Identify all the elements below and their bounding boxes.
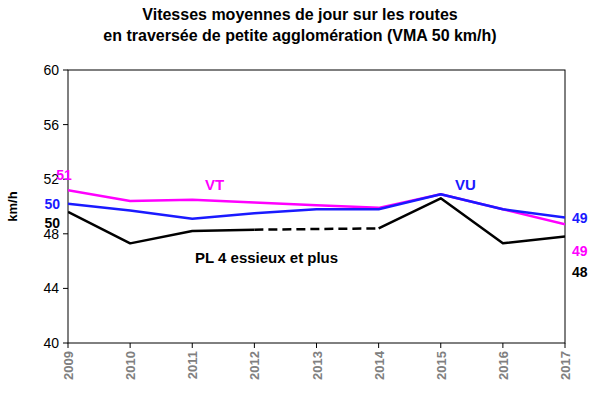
- x-tick-label: 2014: [372, 350, 387, 380]
- series-line: [68, 198, 565, 243]
- y-tick-label: 56: [43, 117, 59, 133]
- y-tick-label: 44: [43, 280, 59, 296]
- y-tick: [63, 70, 68, 71]
- x-tick-label: 2015: [434, 351, 449, 380]
- title-line: en traversée de petite agglomération (VM…: [103, 27, 496, 44]
- data-label: 50: [44, 196, 60, 212]
- series-name: VU: [455, 176, 476, 193]
- x-tick-label: 2013: [310, 351, 325, 380]
- x-tick: [565, 343, 566, 348]
- x-tick: [502, 343, 503, 348]
- data-label: 49: [572, 243, 588, 259]
- x-tick: [68, 343, 69, 348]
- title: Vitesses moyennes de jour sur les routes…: [103, 6, 496, 44]
- y-tick: [63, 233, 68, 234]
- data-label: 48: [572, 264, 588, 280]
- title-line: Vitesses moyennes de jour sur les routes: [142, 6, 457, 23]
- series-line: [68, 194, 565, 219]
- x-tick-label: 2017: [558, 351, 573, 380]
- data-label: 51: [56, 167, 72, 183]
- data-label: 49: [572, 210, 588, 226]
- plot-area: [68, 190, 565, 243]
- x-tick: [378, 343, 379, 348]
- plot-frame: [68, 70, 565, 343]
- x-tick-label: 2016: [496, 351, 511, 380]
- x-tick: [316, 343, 317, 348]
- chart: Vitesses moyennes de jour sur les routes…: [0, 0, 600, 400]
- data-label: 50: [44, 215, 60, 231]
- x-tick: [254, 343, 255, 348]
- series-line: [68, 190, 565, 224]
- y-tick: [63, 124, 68, 125]
- series-name: PL 4 essieux et plus: [195, 249, 338, 266]
- x-tick-label: 2012: [247, 351, 262, 380]
- x-tick-label: 2009: [61, 351, 76, 380]
- x-tick: [130, 343, 131, 348]
- y-tick: [63, 343, 68, 344]
- y-axis-label: km/h: [5, 191, 20, 221]
- x-tick: [192, 343, 193, 348]
- labels: VT 51 49 VU 50 49 PL 4 essieux et plus 50 48: [44, 167, 587, 279]
- y-tick: [63, 288, 68, 289]
- gap-bridge: [254, 228, 378, 229]
- y-tick-label: 40: [43, 335, 59, 351]
- x-tick: [440, 343, 441, 348]
- x-tick-label: 2011: [185, 351, 200, 379]
- series-name: VT: [205, 176, 224, 193]
- y-tick-label: 60: [43, 62, 59, 78]
- x-tick-label: 2010: [123, 351, 138, 380]
